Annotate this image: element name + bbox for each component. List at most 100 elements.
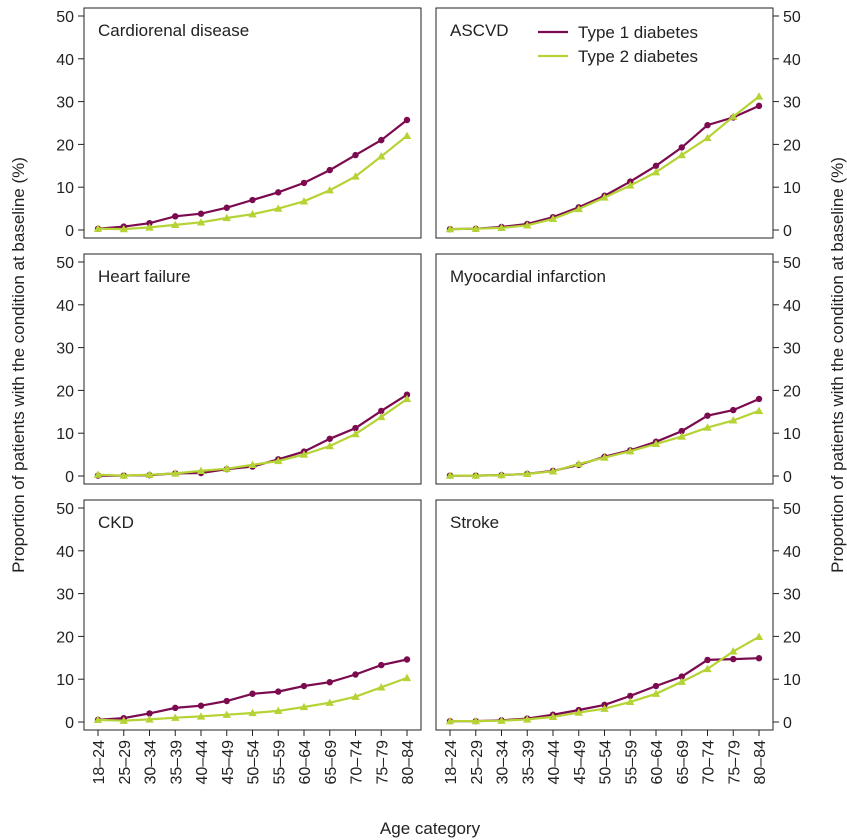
data-point-type2 <box>377 152 386 160</box>
data-point-type2 <box>626 697 635 706</box>
panel-title: Stroke <box>450 513 499 532</box>
x-tick-label: 80–84 <box>752 740 769 785</box>
data-point-type2 <box>93 470 103 478</box>
panel-5: CKD 0 10 20 30 40 50 18–24 25–29 30–34 35–39 40–44 4… <box>56 499 422 785</box>
panel-frame <box>83 253 422 485</box>
data-point-type2 <box>325 185 334 194</box>
data-point-type2 <box>377 412 386 421</box>
y-tick-label: 50 <box>56 255 74 272</box>
x-tick-label: 60–64 <box>297 740 314 785</box>
data-point-type2 <box>497 470 506 479</box>
x-tick-label: 75–79 <box>726 740 743 785</box>
data-point-type2 <box>248 209 257 218</box>
data-point-type1 <box>249 196 256 204</box>
y-tick-label: 20 <box>783 383 801 400</box>
data-point-type2 <box>677 150 686 159</box>
x-tick-label: 30–34 <box>143 740 160 785</box>
data-point-type2 <box>119 471 128 479</box>
x-tick-label: 75–79 <box>374 740 391 785</box>
y-tick-label: 20 <box>56 383 74 400</box>
data-point-type2 <box>351 692 360 700</box>
data-point-type1 <box>403 391 411 398</box>
data-point-type2 <box>754 92 764 100</box>
data-point-type1 <box>378 136 385 144</box>
panel-1: Cardiorenal disease 0 10 20 30 40 50 <box>56 7 422 240</box>
y-tick-label: 10 <box>56 180 74 197</box>
panel-title: CKD <box>98 513 134 532</box>
data-point-type2 <box>651 689 661 697</box>
data-point-type2 <box>574 204 583 213</box>
data-point-type2 <box>351 172 360 180</box>
data-point-type1 <box>678 673 685 680</box>
y-tick-label: 30 <box>783 341 801 358</box>
data-point-type2 <box>445 471 455 479</box>
data-point-type2 <box>119 716 128 724</box>
data-point-type2 <box>171 469 180 477</box>
legend: Type 1 diabetes Type 2 diabetes <box>538 23 698 66</box>
data-point-type1 <box>326 678 333 686</box>
y-tick-label: 10 <box>56 426 74 443</box>
panel-title: Myocardial infarction <box>450 267 606 286</box>
y-tick-label: 40 <box>56 52 74 69</box>
data-point-type2 <box>248 708 257 717</box>
data-point-type2 <box>548 214 558 223</box>
data-point-type2 <box>471 471 480 479</box>
y-tick-label: 10 <box>783 180 801 197</box>
y-tick-label: 40 <box>783 298 801 315</box>
panels-group: Cardiorenal disease 0 10 20 30 40 50 ASCVD 0 10 20… <box>56 7 801 785</box>
data-point-type1 <box>678 144 685 151</box>
data-point-type2 <box>523 221 532 229</box>
data-point-type2 <box>445 716 455 725</box>
data-point-type2 <box>497 223 506 232</box>
data-point-type1 <box>704 656 711 664</box>
data-point-type2 <box>274 706 283 715</box>
x-tick-label: 45–49 <box>220 740 237 785</box>
data-point-type2 <box>171 220 180 229</box>
y-tick-label: 40 <box>56 298 74 315</box>
panel-title: Cardiorenal disease <box>98 21 249 40</box>
y-tick-label: 30 <box>56 341 74 358</box>
data-point-type2 <box>119 224 128 233</box>
data-point-type1 <box>652 162 660 169</box>
y-tick-label: 30 <box>783 95 801 112</box>
data-point-type1 <box>326 435 333 442</box>
data-point-type2 <box>222 464 231 472</box>
data-point-type2 <box>600 704 609 712</box>
data-point-type2 <box>471 716 480 725</box>
data-point-type2 <box>196 466 206 475</box>
data-point-type1 <box>755 395 763 403</box>
panel-6: Stroke 0 10 20 30 40 50 18–24 25–29 30–34 35–39 40–… <box>435 499 801 785</box>
y-tick-label: 50 <box>783 9 801 26</box>
series-line <box>449 104 760 231</box>
data-point-type1 <box>652 682 660 690</box>
series-line <box>450 409 760 477</box>
y-tick-label: 0 <box>65 469 74 486</box>
data-point-type2 <box>145 715 154 723</box>
x-tick-label: 50–54 <box>598 740 615 785</box>
y-tick-label: 20 <box>56 629 74 646</box>
panel-title: Heart failure <box>98 267 191 286</box>
y-tick-label: 0 <box>783 469 792 486</box>
data-point-type2 <box>196 218 206 226</box>
x-tick-label: 45–49 <box>572 740 589 785</box>
y-tick-label: 40 <box>783 544 801 561</box>
data-point-type2 <box>703 664 712 673</box>
data-point-type2 <box>299 702 309 711</box>
panel-frame <box>435 7 774 239</box>
data-point-type2 <box>299 197 309 205</box>
y-tick-label: 10 <box>783 672 801 689</box>
data-point-type1 <box>352 151 359 159</box>
y-tick-label: 30 <box>56 95 74 112</box>
data-point-type2 <box>402 673 412 682</box>
y-tick-label: 0 <box>783 223 792 240</box>
data-point-type1 <box>352 424 359 432</box>
data-point-type2 <box>523 469 532 478</box>
legend-label: Type 1 diabetes <box>578 23 698 42</box>
data-point-type2 <box>754 632 764 640</box>
x-tick-label: 18–24 <box>443 740 460 785</box>
data-point-type1 <box>755 102 763 110</box>
data-point-type2 <box>677 677 686 685</box>
y-tick-label: 0 <box>65 715 74 732</box>
data-point-type2 <box>703 423 712 431</box>
